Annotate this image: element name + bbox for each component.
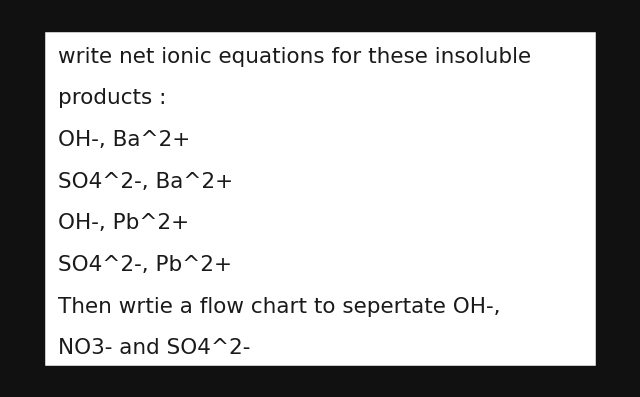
Text: SO4^2-, Ba^2+: SO4^2-, Ba^2+ [58,172,233,192]
Text: OH-, Ba^2+: OH-, Ba^2+ [58,130,190,150]
Text: SO4^2-, Pb^2+: SO4^2-, Pb^2+ [58,255,232,275]
Text: OH-, Pb^2+: OH-, Pb^2+ [58,213,189,233]
FancyBboxPatch shape [35,22,605,375]
Text: write net ionic equations for these insoluble: write net ionic equations for these inso… [58,46,531,67]
Text: products :: products : [58,88,166,108]
Text: NO3- and SO4^2-: NO3- and SO4^2- [58,338,250,358]
Text: Then wrtie a flow chart to sepertate OH-,: Then wrtie a flow chart to sepertate OH-… [58,297,500,317]
